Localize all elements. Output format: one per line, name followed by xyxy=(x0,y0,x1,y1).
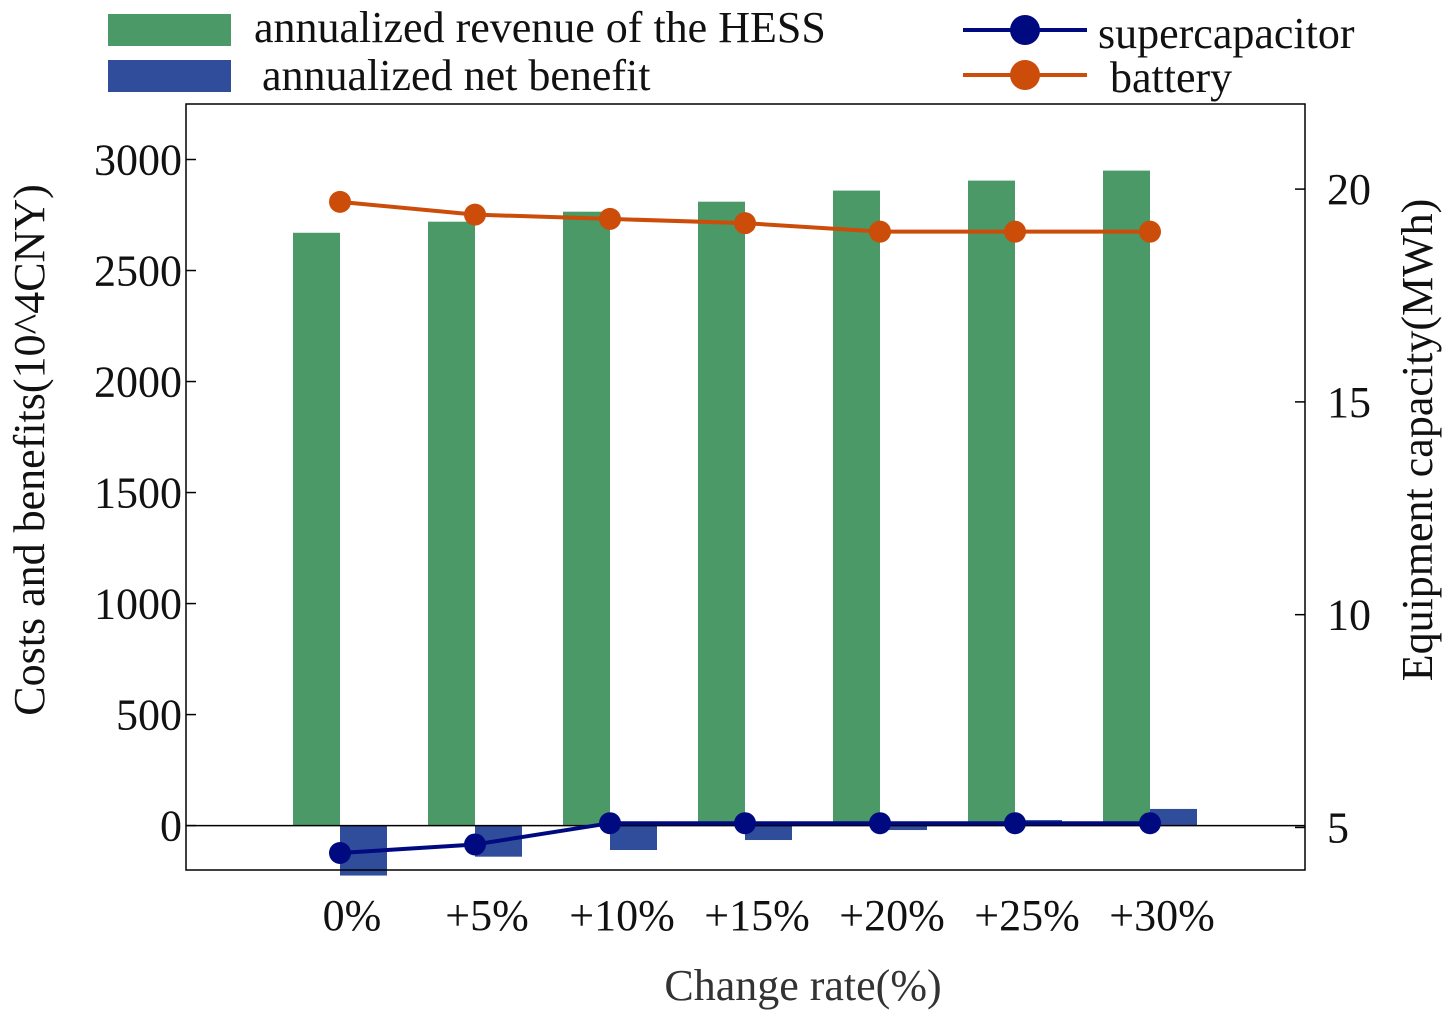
x-tick-label: 0% xyxy=(323,891,382,940)
x-tick-label: +15% xyxy=(704,891,809,940)
y-right-tick-label: 15 xyxy=(1327,378,1371,427)
revenue-bar xyxy=(293,232,340,826)
battery-point xyxy=(599,207,621,230)
x-axis-title: Change rate(%) xyxy=(664,961,941,1010)
y-right-tick-label: 5 xyxy=(1327,803,1349,852)
revenue-bar xyxy=(1103,170,1150,826)
plot-area: 0 500 1000 1500 2000 2500 3000 5 10 15 20 0% +5% +10%… xyxy=(94,103,1371,940)
battery-point xyxy=(1139,220,1161,243)
revenue-bar xyxy=(563,211,610,826)
legend: annualized revenue of the HESSannualized… xyxy=(108,3,1355,102)
y-left-tick-label: 0 xyxy=(160,802,182,851)
y-right-tick-label: 20 xyxy=(1327,165,1371,214)
revenue-bar xyxy=(968,180,1015,826)
legend-label-battery: battery xyxy=(1110,53,1232,102)
supercapacitor-point xyxy=(734,812,756,835)
plot-frame xyxy=(185,103,1306,871)
revenue-bar xyxy=(698,201,745,826)
y-left-tick-label: 1500 xyxy=(94,469,182,518)
net-benefit-bar xyxy=(880,825,927,831)
supercapacitor-point xyxy=(599,812,621,835)
x-tick-label: +5% xyxy=(445,891,528,940)
legend-swatch-net-benefit xyxy=(108,60,231,92)
y-left-tick-label: 2000 xyxy=(94,358,182,407)
x-tick-label: +10% xyxy=(569,891,674,940)
battery-point xyxy=(1004,220,1026,243)
battery-point xyxy=(869,220,891,243)
supercapacitor-point xyxy=(464,833,486,856)
legend-label-revenue: annualized revenue of the HESS xyxy=(254,3,826,52)
y-axis-left-title: Costs and benefits(10^4CNY) xyxy=(5,184,54,715)
y-left-tick-label: 3000 xyxy=(94,136,182,185)
y-left-tick-label: 500 xyxy=(116,691,182,740)
supercapacitor-point xyxy=(1004,812,1026,835)
y-left-tick-label: 2500 xyxy=(94,247,182,296)
legend-marker-supercapacitor xyxy=(1010,15,1040,45)
legend-swatch-revenue xyxy=(108,14,231,46)
y-left-tick-label: 1000 xyxy=(94,580,182,629)
x-tick-label: +25% xyxy=(974,891,1079,940)
net-benefit-bar xyxy=(745,825,792,841)
supercapacitor-point xyxy=(869,812,891,835)
supercapacitor-point xyxy=(329,841,351,864)
legend-label-supercapacitor: supercapacitor xyxy=(1098,9,1355,58)
battery-point xyxy=(329,190,351,213)
battery-point xyxy=(734,212,756,235)
supercapacitor-point xyxy=(1139,812,1161,835)
legend-label-net-benefit: annualized net benefit xyxy=(262,51,650,100)
y-axis-right-title: Equipment capacity(MWh) xyxy=(1393,199,1442,682)
revenue-bar xyxy=(428,221,475,826)
revenue-bar xyxy=(833,190,880,826)
legend-marker-battery xyxy=(1010,60,1040,90)
x-tick-label: +20% xyxy=(839,891,944,940)
net-benefit-bar xyxy=(1150,808,1197,826)
y-right-tick-label: 10 xyxy=(1327,591,1371,640)
battery-point xyxy=(464,203,486,226)
x-tick-label: +30% xyxy=(1109,891,1214,940)
